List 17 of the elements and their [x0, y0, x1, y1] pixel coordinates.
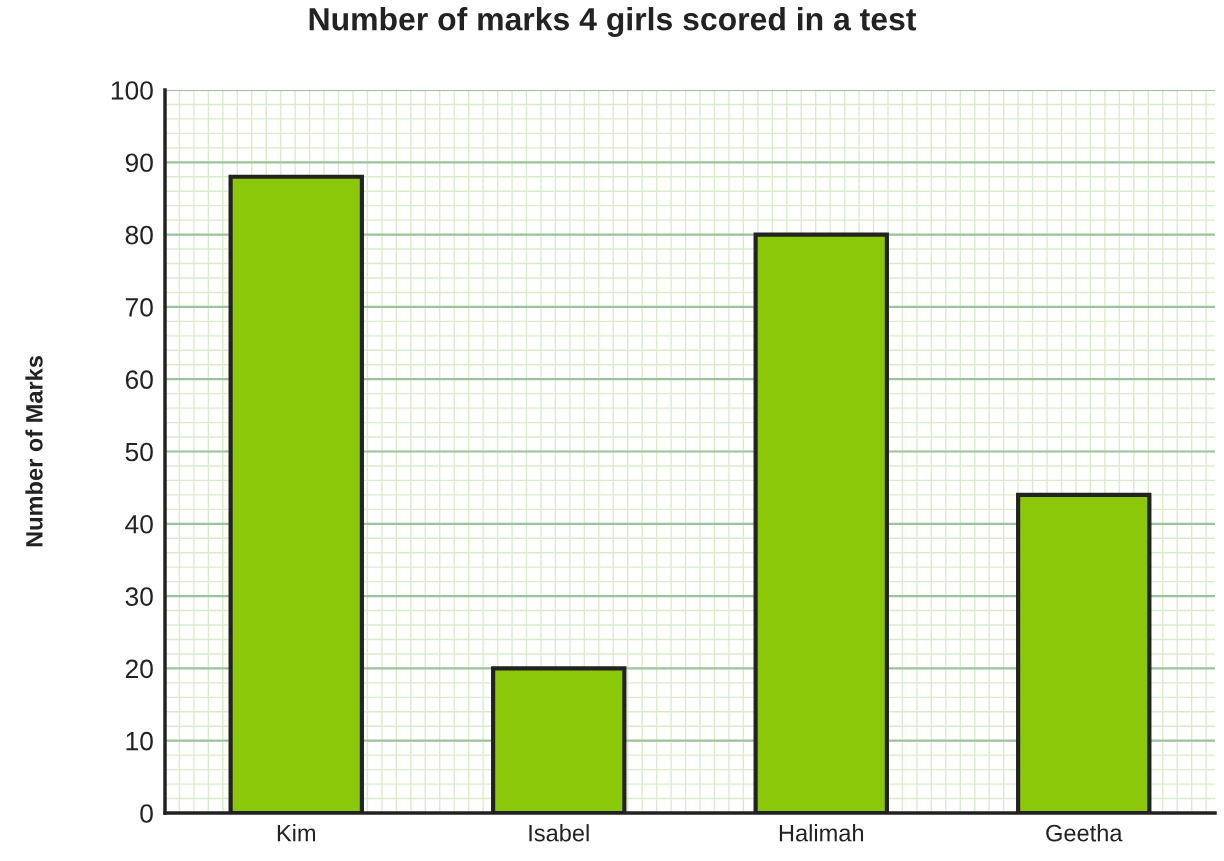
y-tick-label: 70 — [125, 298, 153, 317]
y-tick-label: 10 — [126, 731, 153, 751]
y-tick-label: 100 — [111, 81, 153, 100]
y-tick-label: 0 — [140, 804, 153, 823]
x-tick-label: Halimah — [779, 824, 864, 842]
y-tick-label: 60 — [125, 370, 153, 390]
y-tick-label: 90 — [125, 153, 153, 173]
y-tick-label: 50 — [125, 442, 153, 462]
y-tick-label: 80 — [125, 225, 153, 245]
y-axis-title: Number of Marks — [25, 356, 43, 547]
chart-title: Number of marks 4 girls scored in a test — [309, 7, 917, 37]
y-tick-label: 30 — [125, 587, 153, 606]
y-tick-label: 40 — [125, 514, 153, 534]
x-tick-label: Geetha — [1046, 824, 1123, 842]
x-tick-label: Isabel — [529, 824, 589, 842]
x-tick-label: Kim — [277, 824, 316, 842]
y-tick-label: 20 — [125, 659, 153, 679]
